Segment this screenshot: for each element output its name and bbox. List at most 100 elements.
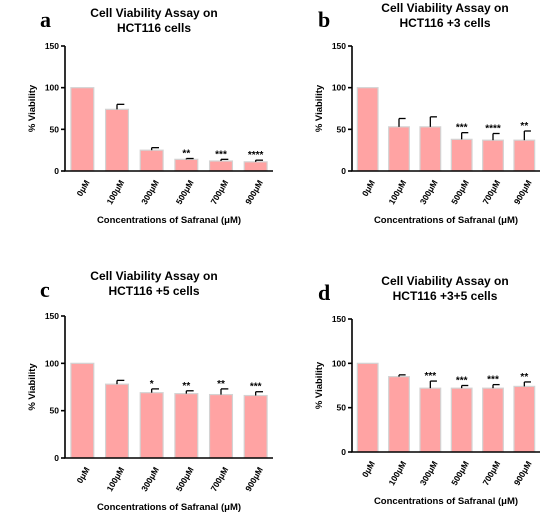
bar-5	[513, 385, 536, 453]
x-tick-label-4: 700μM	[208, 465, 230, 493]
y-axis-label: % Viability	[314, 84, 325, 132]
bar-1	[104, 108, 130, 172]
y-axis-label: % Viability	[27, 363, 38, 411]
bar-3	[450, 138, 473, 172]
bar-2	[139, 149, 164, 172]
bar-2	[419, 126, 442, 172]
x-tick-label-4: 700μM	[480, 178, 502, 206]
y-axis-label: % Viability	[27, 84, 38, 132]
bar-4	[482, 387, 504, 453]
x-tick-label-0: 0μM	[74, 465, 91, 485]
significance-mark-3: ***	[456, 376, 468, 387]
y-tick-label: 100	[332, 83, 346, 93]
y-tick-label: 100	[45, 83, 59, 93]
x-tick-label-5: 900μM	[243, 178, 265, 206]
bar-0	[356, 362, 379, 453]
bar-4	[208, 393, 234, 459]
y-tick-label: 0	[341, 447, 346, 457]
y-tick-label: 100	[45, 358, 59, 368]
panel-letter: a	[40, 7, 51, 32]
significance-mark-3: ***	[456, 123, 468, 134]
x-axis-label: Concentrations of Safranal (μM)	[97, 215, 241, 226]
x-tick-label-5: 900μM	[512, 459, 534, 487]
y-tick-label: 100	[332, 358, 346, 368]
axes	[351, 46, 540, 172]
y-axis-label: % Viability	[314, 361, 325, 409]
x-tick-label-0: 0μM	[74, 178, 91, 198]
chart-title: Cell Viability Assay on	[90, 6, 217, 20]
axes	[64, 46, 273, 172]
significance-mark-4: **	[217, 379, 225, 390]
x-tick-label-3: 500μM	[449, 178, 471, 206]
bar-4	[208, 160, 234, 172]
chart-subtitle: HCT116 +3+5 cells	[393, 289, 498, 303]
bar-3	[174, 158, 199, 172]
x-tick-label-2: 300μM	[418, 178, 440, 206]
bar-0	[70, 87, 95, 172]
significance-mark-5: **	[520, 121, 528, 132]
x-tick-label-2: 300μM	[139, 178, 161, 206]
x-axis-label: Concentrations of Safranal (μM)	[374, 496, 518, 507]
significance-mark-3: **	[182, 149, 190, 160]
significance-mark-4: ***	[215, 149, 227, 160]
x-tick-label-0: 0μM	[360, 178, 377, 198]
y-tick-label: 50	[337, 403, 347, 413]
x-tick-label-5: 900μM	[512, 178, 534, 206]
axes	[64, 316, 273, 459]
chart-title: Cell Viability Assay on	[381, 274, 508, 288]
bar-2	[419, 387, 442, 453]
bar-5	[513, 139, 536, 172]
bar-2	[139, 392, 164, 459]
axes	[351, 319, 540, 453]
x-tick-label-3: 500μM	[449, 459, 471, 487]
y-tick-label: 50	[50, 124, 60, 134]
significance-mark-5: ****	[248, 150, 264, 161]
y-tick-label: 150	[332, 314, 346, 324]
x-tick-label-2: 300μM	[139, 465, 161, 493]
significance-mark-4: ****	[485, 124, 501, 135]
y-tick-label: 150	[45, 311, 59, 321]
significance-mark-5: ***	[250, 382, 262, 393]
y-tick-label: 150	[332, 41, 346, 51]
y-tick-label: 50	[50, 406, 60, 416]
y-tick-label: 150	[45, 41, 59, 51]
bar-1	[388, 376, 410, 453]
x-tick-label-0: 0μM	[360, 459, 377, 479]
significance-mark-2: *	[150, 379, 154, 390]
bar-5	[243, 161, 268, 172]
bar-1	[104, 383, 130, 459]
x-axis-label: Concentrations of Safranal (μM)	[97, 502, 241, 513]
x-tick-label-3: 500μM	[174, 178, 196, 206]
bar-0	[356, 87, 379, 172]
x-tick-label-1: 100μM	[386, 178, 408, 206]
bar-5	[243, 394, 268, 459]
chart-title: Cell Viability Assay on	[381, 1, 508, 15]
significance-mark-3: **	[182, 381, 190, 392]
x-tick-label-5: 900μM	[243, 465, 265, 493]
chart-subtitle: HCT116 cells	[117, 21, 191, 35]
x-tick-label-1: 100μM	[386, 459, 408, 487]
x-tick-label-4: 700μM	[480, 459, 502, 487]
bar-0	[70, 362, 95, 459]
bar-3	[174, 393, 199, 459]
x-tick-label-4: 700μM	[208, 178, 230, 206]
bar-3	[450, 387, 473, 453]
y-tick-label: 0	[54, 166, 59, 176]
panel-letter: b	[318, 7, 330, 32]
y-tick-label: 0	[54, 453, 59, 463]
significance-mark-2: ***	[424, 371, 436, 382]
x-axis-label: Concentrations of Safranal (μM)	[374, 215, 518, 226]
significance-mark-4: ***	[487, 375, 499, 386]
bar-1	[388, 126, 410, 172]
chart-subtitle: HCT116 +5 cells	[108, 284, 199, 298]
panel-letter: d	[318, 280, 330, 305]
x-tick-label-1: 100μM	[104, 178, 126, 206]
y-tick-label: 50	[337, 124, 347, 134]
significance-mark-5: **	[520, 372, 528, 383]
x-tick-label-1: 100μM	[104, 465, 126, 493]
x-tick-label-3: 500μM	[174, 465, 196, 493]
